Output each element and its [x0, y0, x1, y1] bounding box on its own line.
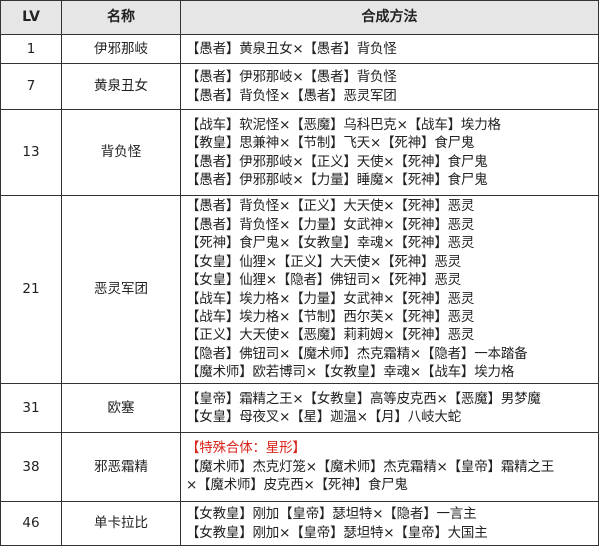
persona-name-cell: 恶灵军团 — [61, 195, 181, 384]
persona-name-cell: 伊邪那岐 — [61, 34, 181, 64]
level-cell: 38 — [0, 432, 62, 502]
fusion-method-cell: 【皇帝】霜精之王×【女教皇】高等皮克西×【恶魔】男梦魔 【女皇】母夜叉×【星】迦温… — [180, 383, 599, 433]
fusion-recipe: 【正义】大天使×【恶魔】莉莉姆×【死神】恶灵 — [186, 327, 475, 344]
persona-name-cell: 黄泉丑女 — [61, 63, 181, 110]
table-row: 38 邪恶霜精 【特殊合体：星形】 【魔术师】杰克灯笼×【魔术师】杰克霜精×【皇帝… — [0, 432, 599, 502]
fusion-method-cell: 【战车】软泥怪×【恶魔】乌科巴克×【战车】埃力格 【教皇】思兼神×【节制】飞天×【… — [180, 109, 599, 196]
fusion-recipe: 【死神】食尸鬼×【女教皇】幸魂×【死神】恶灵 — [186, 235, 475, 252]
level-cell: 31 — [0, 383, 62, 433]
fusion-recipe: 【愚者】伊邪那岐×【力量】睡魔×【死神】食尸鬼 — [186, 171, 488, 188]
table-row: 1 伊邪那岐 【愚者】黄泉丑女×【愚者】背负怪 — [0, 34, 599, 64]
fusion-recipe: 【愚者】背负怪×【力量】女武神×【死神】恶灵 — [186, 216, 475, 233]
special-fusion-label: 【特殊合体：星形】 — [186, 440, 306, 457]
level-cell: 46 — [0, 501, 62, 546]
persona-name-cell: 欧塞 — [61, 383, 181, 433]
fusion-recipe: 【教皇】思兼神×【节制】飞天×【死神】食尸鬼 — [186, 135, 475, 152]
header-method: 合成方法 — [180, 0, 599, 35]
header-name: 名称 — [61, 0, 181, 35]
fusion-recipe: 【女皇】母夜叉×【星】迦温×【月】八岐大蛇 — [186, 409, 461, 425]
fusion-recipe: 【战车】埃力格×【力量】女武神×【死神】恶灵 — [186, 290, 475, 307]
fusion-recipe: 【战车】埃力格×【节制】西尔芙×【死神】恶灵 — [186, 308, 475, 325]
level-cell: 21 — [0, 195, 62, 384]
header-lv: LV — [0, 0, 62, 35]
fusion-method-cell: 【女教皇】刚加【皇帝】瑟坦特×【隐者】一言主 【女教皇】刚加×【皇帝】瑟坦特×【皇… — [180, 501, 599, 546]
table-row: 7 黄泉丑女 【愚者】伊邪那岐×【愚者】背负怪 【愚者】背负怪×【愚者】恶灵军团 — [0, 63, 599, 110]
fusion-recipe: 【魔术师】杰克灯笼×【魔术师】杰克霜精×【皇帝】霜精之王 — [186, 458, 555, 475]
fusion-recipe: 【愚者】伊邪那岐×【正义】天使×【死神】食尸鬼 — [186, 153, 488, 170]
level-cell: 7 — [0, 63, 62, 110]
fusion-recipe: 【女皇】仙狸×【隐者】佛钮司×【死神】恶灵 — [186, 272, 461, 289]
table-row: 13 背负怪 【战车】软泥怪×【恶魔】乌科巴克×【战车】埃力格 【教皇】思兼神×【… — [0, 109, 599, 196]
fusion-recipe: 【女教皇】刚加×【皇帝】瑟坦特×【皇帝】大国主 — [186, 524, 488, 541]
table-row: 46 单卡拉比 【女教皇】刚加【皇帝】瑟坦特×【隐者】一言主 【女教皇】刚加×【皇… — [0, 501, 599, 546]
header-row: LV 名称 合成方法 — [0, 0, 599, 35]
fusion-recipe: 【愚者】伊邪那岐×【愚者】背负怪 — [186, 69, 397, 86]
fusion-recipe: 【魔术师】欧若博司×【女教皇】幸魂×【战车】埃力格 — [186, 364, 515, 381]
fusion-recipe: 【愚者】背负怪×【正义】大天使×【死神】恶灵 — [186, 198, 475, 215]
persona-name-cell: 单卡拉比 — [61, 501, 181, 546]
fusion-method-cell: 【愚者】黄泉丑女×【愚者】背负怪 — [180, 34, 599, 64]
level-cell: 13 — [0, 109, 62, 196]
fusion-recipe: ×【魔术师】皮克西×【死神】食尸鬼 — [186, 477, 408, 494]
table-row: 21 恶灵军团 【愚者】背负怪×【正义】大天使×【死神】恶灵 【愚者】背负怪×【力… — [0, 195, 599, 384]
fusion-recipe: 【女教皇】刚加【皇帝】瑟坦特×【隐者】一言主 — [186, 506, 477, 523]
fusion-recipe: 【女皇】仙狸×【正义】大天使×【死神】恶灵 — [186, 253, 461, 270]
level-cell: 1 — [0, 34, 62, 64]
table-row: 31 欧塞 【皇帝】霜精之王×【女教皇】高等皮克西×【恶魔】男梦魔 【女皇】母夜叉… — [0, 383, 599, 433]
fusion-recipe: 【愚者】背负怪×【愚者】恶灵军团 — [186, 87, 397, 104]
persona-name-cell: 背负怪 — [61, 109, 181, 196]
fusion-recipe: 【隐者】佛钮司×【魔术师】杰克霜精×【隐者】一本踏备 — [186, 345, 528, 362]
persona-name-cell: 邪恶霜精 — [61, 432, 181, 502]
fusion-method-cell: 【特殊合体：星形】 【魔术师】杰克灯笼×【魔术师】杰克霜精×【皇帝】霜精之王 ×【魔… — [180, 432, 599, 502]
fusion-method-cell: 【愚者】伊邪那岐×【愚者】背负怪 【愚者】背负怪×【愚者】恶灵军团 — [180, 63, 599, 110]
fusion-recipe: 【战车】软泥怪×【恶魔】乌科巴克×【战车】埃力格 — [186, 116, 501, 133]
fusion-recipe: 【愚者】黄泉丑女×【愚者】背负怪 — [186, 40, 397, 57]
fusion-recipe: 【皇帝】霜精之王×【女教皇】高等皮克西×【恶魔】男梦魔 — [186, 390, 541, 407]
fusion-method-cell: 【愚者】背负怪×【正义】大天使×【死神】恶灵 【愚者】背负怪×【力量】女武神×【死… — [180, 195, 599, 384]
